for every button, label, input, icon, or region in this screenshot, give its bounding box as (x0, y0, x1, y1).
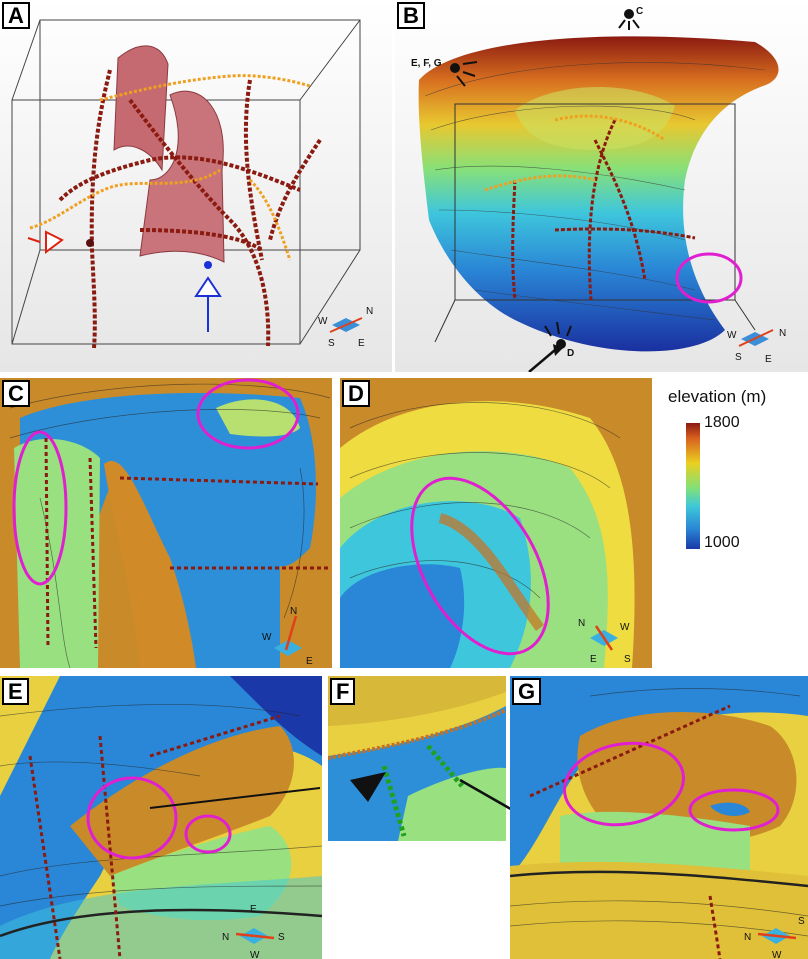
panel-c-image: N W E (0, 378, 332, 668)
panel-label-c: C (2, 380, 30, 407)
compass-rose-d: N W E S (578, 618, 631, 665)
compass-s: S (278, 932, 285, 943)
compass-n: N (578, 618, 585, 629)
sun-efg: E, F, G (411, 58, 478, 87)
compass-e: E (250, 904, 257, 915)
compass-w: W (250, 950, 260, 959)
compass-s: S (735, 352, 742, 363)
compass-rose-c: N W E (262, 606, 313, 667)
compass-n: N (779, 328, 786, 339)
sun-label-efg: E, F, G (411, 58, 442, 69)
panel-d: N W E S D (340, 378, 652, 668)
compass-n: N (366, 306, 373, 317)
compass-s: S (328, 338, 335, 349)
panel-c: N W E C (0, 378, 332, 668)
panel-e-image: E N S W (0, 676, 322, 959)
compass-w: W (620, 622, 630, 633)
panel-f: F (328, 676, 506, 841)
compass-rose-e: E N S W (222, 904, 285, 959)
compass-rose-g: N S W (744, 916, 805, 959)
compass-e: E (765, 354, 772, 365)
panel-g-image: N S W (510, 676, 808, 959)
panel-label-f: F (330, 678, 356, 705)
panel-label-b: B (397, 2, 425, 29)
panel-a: W N S E A (0, 0, 392, 372)
compass-rose-b: W N S E (727, 328, 786, 365)
sun-c: C (618, 6, 643, 30)
colorbar (686, 423, 700, 549)
panel-b-image: C E, F, G D W N S E (395, 0, 808, 372)
compass-w: W (772, 950, 782, 959)
panel-b: C E, F, G D W N S E B (395, 0, 808, 372)
panel-label-e: E (2, 678, 29, 705)
panel-g: N S W G (510, 676, 808, 959)
sun-label-d: D (567, 348, 574, 359)
compass-n: N (744, 932, 751, 943)
panel-e: E N S W E (0, 676, 322, 959)
colorbar-max-label: 1800 (704, 414, 740, 431)
compass-e: E (590, 654, 597, 665)
compass-w: W (727, 330, 737, 341)
compass-e: E (306, 656, 313, 667)
compass-n: N (290, 606, 297, 617)
panel-d-image: N W E S (340, 378, 652, 668)
sun-d: D (528, 321, 574, 372)
colorbar-title: elevation (m) (668, 387, 767, 406)
sun-label-c: C (636, 6, 643, 17)
compass-rose-a: W N S E (318, 306, 373, 349)
compass-s: S (798, 916, 805, 927)
compass-e: E (358, 338, 365, 349)
panel-label-a: A (2, 2, 30, 29)
colorbar-min-label: 1000 (704, 534, 740, 551)
compass-w: W (262, 632, 272, 643)
compass-n: N (222, 932, 229, 943)
panel-f-image (328, 676, 506, 841)
panel-label-g: G (512, 678, 542, 705)
compass-w: W (318, 316, 328, 327)
panel-a-image: W N S E (0, 0, 392, 372)
compass-s: S (624, 654, 631, 665)
panel-label-d: D (342, 380, 370, 407)
